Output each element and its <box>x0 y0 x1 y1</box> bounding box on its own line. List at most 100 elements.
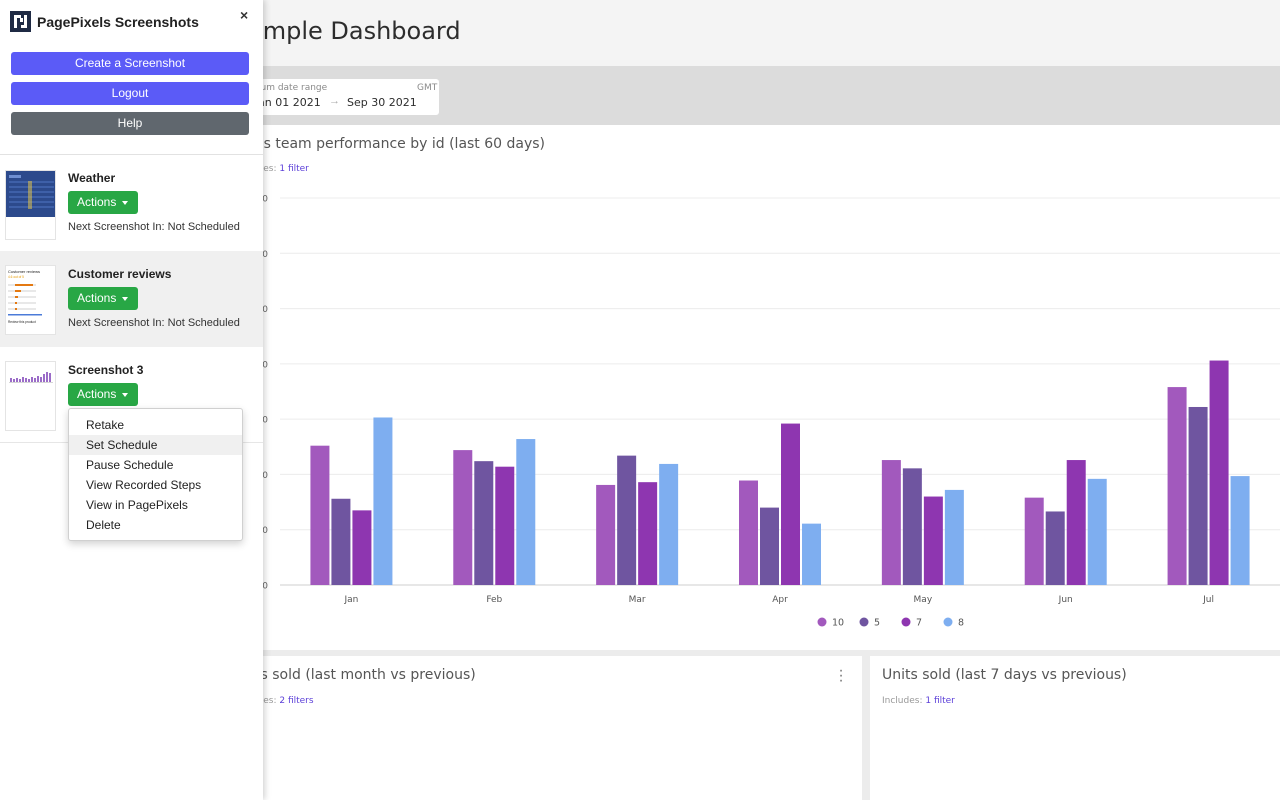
units-month-title: ts sold (last month vs previous) <box>255 667 476 683</box>
actions-button[interactable]: Actions <box>68 383 138 406</box>
x-tick-label: Jan <box>343 595 358 605</box>
logout-button[interactable]: Logout <box>11 82 249 105</box>
bar <box>516 439 536 585</box>
bar <box>596 484 616 585</box>
bar <box>1024 497 1044 585</box>
screenshot-item-weather[interactable]: Weather Actions Next Screenshot In: Not … <box>0 156 263 252</box>
screenshot-3-thumbnail-image <box>9 372 53 383</box>
bar <box>1188 406 1208 585</box>
menu-item-retake[interactable]: Retake <box>86 418 125 432</box>
includes-prefix: ides: <box>255 696 277 706</box>
bar <box>1066 460 1086 585</box>
dashboard-title: ample Dashboard <box>248 17 461 45</box>
menu-item-delete[interactable]: Delete <box>86 518 121 532</box>
units-month-includes: ides: 2 filters <box>255 696 314 706</box>
menu-item-set-schedule[interactable]: Set Schedule <box>69 435 242 455</box>
legend-marker <box>901 617 911 627</box>
chart-title: es team performance by id (last 60 days) <box>255 136 546 152</box>
actions-button[interactable]: Actions <box>68 191 138 214</box>
bar <box>1087 478 1107 585</box>
pagepixels-popup: PagePixels Screenshots × Create a Screen… <box>0 0 263 800</box>
filter-link[interactable]: 2 filters <box>279 696 314 706</box>
units-week-title: Units sold (last 7 days vs previous) <box>882 667 1127 683</box>
caret-down-icon <box>122 393 128 397</box>
bar <box>638 482 658 585</box>
y-tick-label: 0 <box>262 526 268 536</box>
actions-label: Actions <box>77 195 117 209</box>
actions-button[interactable]: Actions <box>68 287 138 310</box>
bar <box>617 455 637 585</box>
x-tick-label: Jul <box>1202 595 1214 605</box>
legend-label: 10 <box>832 618 844 629</box>
screenshot-name: Weather <box>68 171 116 185</box>
menu-item-view-in-pagepixels[interactable]: View in PagePixels <box>86 498 188 512</box>
actions-dropdown-menu: Retake Set Schedule Pause Schedule View … <box>68 408 243 541</box>
menu-item-view-recorded-steps[interactable]: View Recorded Steps <box>86 478 202 492</box>
bar <box>659 463 679 585</box>
legend-label: 7 <box>916 618 922 629</box>
screenshot-item-customer-reviews[interactable]: Customer reviews 4.6 out of 5 Review thi… <box>0 251 263 347</box>
filter-link[interactable]: 1 filter <box>279 164 309 174</box>
bar <box>760 507 779 585</box>
bar <box>944 489 964 585</box>
y-tick-label: 0 <box>262 250 268 260</box>
actions-label: Actions <box>77 387 117 401</box>
weather-thumbnail <box>5 170 56 240</box>
reviews-thumbnail: Customer reviews 4.6 out of 5 Review thi… <box>5 265 56 335</box>
legend-marker <box>859 617 869 627</box>
x-tick-label: Jun <box>1058 595 1073 605</box>
bar <box>881 460 901 585</box>
bar <box>331 498 351 585</box>
units-week-includes: Includes: 1 filter <box>882 696 955 706</box>
legend-marker <box>817 617 827 627</box>
filter-link[interactable]: 1 filter <box>925 696 955 706</box>
bar <box>1167 387 1187 585</box>
actions-label: Actions <box>77 291 117 305</box>
bar <box>310 445 330 585</box>
bar <box>902 468 922 585</box>
units-sold-week-card <box>870 656 1280 800</box>
screenshot-name: Screenshot 3 <box>68 363 144 377</box>
y-tick-label: 0 <box>262 195 268 205</box>
y-tick-label: 0 <box>262 305 268 315</box>
next-screenshot-status: Next Screenshot In: Not Scheduled <box>68 317 240 329</box>
screenshot-item-screenshot-3[interactable]: Screenshot 3 Actions <box>0 347 263 443</box>
bar <box>495 466 515 585</box>
bar <box>1045 511 1065 585</box>
bar <box>1230 476 1250 585</box>
legend-marker <box>943 617 953 627</box>
screenshot-3-thumbnail <box>5 361 56 431</box>
bar <box>781 423 800 585</box>
date-range-filter[interactable] <box>250 79 439 115</box>
popup-header: PagePixels Screenshots × Create a Screen… <box>0 0 263 155</box>
date-range-start[interactable]: an 01 2021 <box>258 96 321 109</box>
bar-chart: 0 0 0 0 0 0 0 0 Jan Feb Mar Apr May Jun Jul 10 5 7 8 <box>262 195 1280 629</box>
bar <box>352 510 372 585</box>
includes-prefix: Includes: <box>882 696 923 706</box>
thumb-reviews-footer: Review this product <box>8 320 36 324</box>
legend-label: 8 <box>958 618 964 629</box>
thumb-reviews-rating: 4.6 out of 5 <box>8 275 24 279</box>
arrow-right-icon: → <box>329 95 340 107</box>
menu-item-pause-schedule[interactable]: Pause Schedule <box>86 458 174 472</box>
bar <box>373 417 393 585</box>
date-range-end[interactable]: Sep 30 2021 <box>347 96 417 109</box>
close-icon[interactable]: × <box>240 7 249 23</box>
x-tick-label: May <box>914 595 933 605</box>
thumb-reviews-title: Customer reviews <box>8 269 40 274</box>
popup-title: PagePixels Screenshots <box>37 14 199 30</box>
bar <box>453 450 473 585</box>
weather-thumbnail-image <box>6 171 55 217</box>
y-tick-label: 0 <box>262 471 268 481</box>
timezone-label: GMT <box>417 83 438 93</box>
y-tick-label: 0 <box>262 360 268 370</box>
reviews-thumbnail-image: Customer reviews 4.6 out of 5 Review thi… <box>8 269 42 324</box>
includes-prefix: ides: <box>255 164 277 174</box>
bar <box>1209 360 1229 585</box>
more-options-icon[interactable]: · · · <box>838 662 844 689</box>
bar <box>739 480 758 585</box>
help-button[interactable]: Help <box>11 112 249 135</box>
bar <box>923 496 943 585</box>
create-screenshot-button[interactable]: Create a Screenshot <box>11 52 249 75</box>
caret-down-icon <box>122 201 128 205</box>
